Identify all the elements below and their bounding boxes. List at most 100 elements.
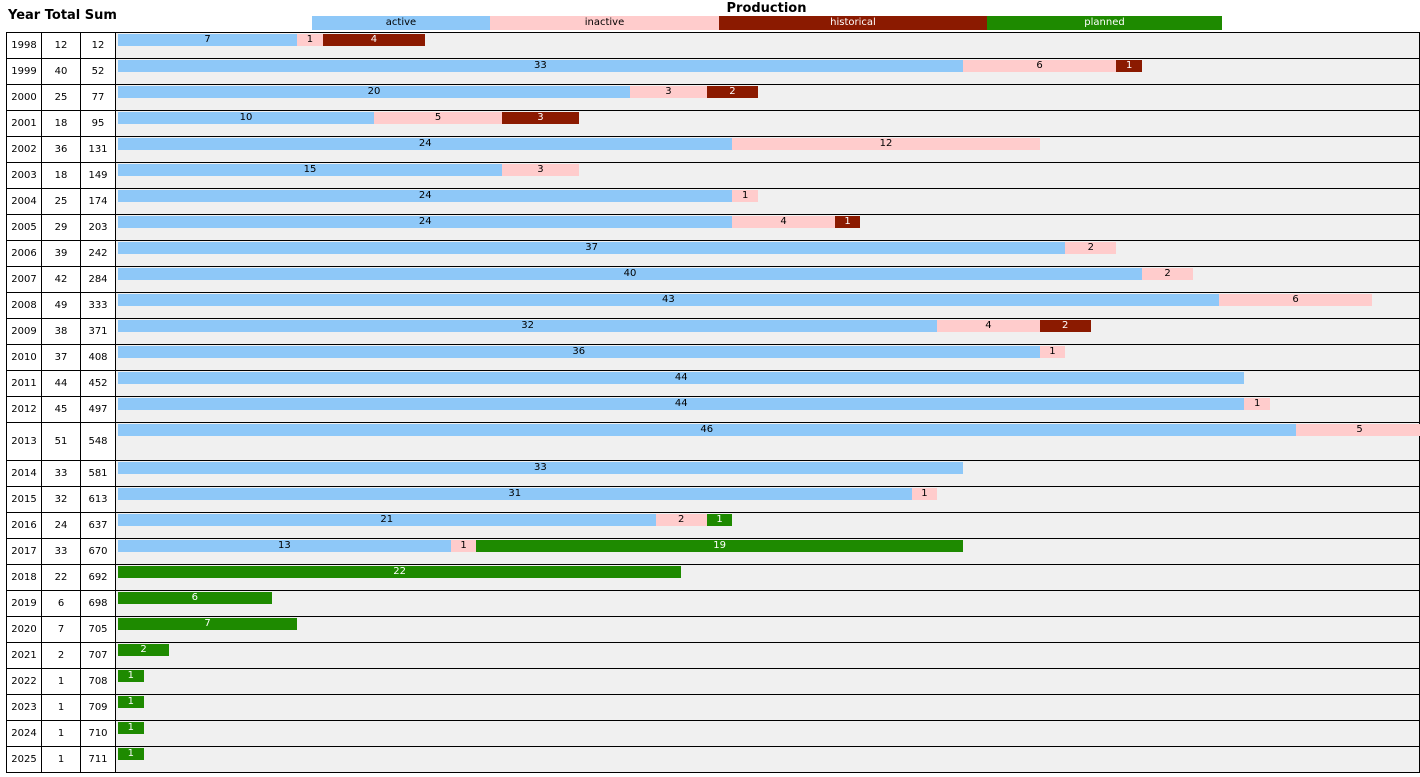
legend-inactive: inactive [490, 16, 719, 30]
sum-cell: 710 [81, 721, 116, 746]
bar-cell: 40 2 [116, 267, 1419, 292]
total-cell: 18 [42, 111, 81, 136]
year-cell: 2004 [7, 189, 42, 214]
year-cell: 2003 [7, 163, 42, 188]
chart-title: Production [726, 1, 807, 16]
sum-cell: 709 [81, 695, 116, 720]
sum-cell: 581 [81, 461, 116, 486]
legend-historical: historical [719, 16, 987, 30]
total-cell: 37 [42, 345, 81, 370]
bar-cell: 1 [116, 721, 1419, 746]
table-row: 2017 33 670 13 1 19 [6, 538, 1420, 564]
year-cell: 1999 [7, 59, 42, 84]
total-cell: 1 [42, 695, 81, 720]
bar-inactive: 2 [1142, 268, 1194, 280]
bar-cell: 1 [116, 669, 1419, 694]
bar-planned: 19 [476, 540, 963, 552]
table-row: 2006 39 242 37 2 [6, 240, 1420, 266]
table-row: 2012 45 497 44 1 [6, 396, 1420, 422]
year-cell: 2025 [7, 747, 42, 772]
year-cell: 2017 [7, 539, 42, 564]
year-cell: 1998 [7, 33, 42, 58]
total-cell: 38 [42, 319, 81, 344]
bar-inactive: 5 [1295, 424, 1420, 436]
bar-cell: 21 2 1 [116, 513, 1419, 538]
bar-active: 43 [118, 294, 1219, 306]
bar-active: 15 [118, 164, 502, 176]
year-cell: 2011 [7, 371, 42, 396]
year-cell: 2016 [7, 513, 42, 538]
bar-planned: 1 [706, 514, 733, 526]
year-cell: 2022 [7, 669, 42, 694]
sum-cell: 12 [81, 33, 116, 58]
bar-inactive: 5 [374, 112, 502, 124]
bar-cell: 1 [116, 695, 1419, 720]
bar-cell: 32 4 2 [116, 319, 1419, 344]
table-row: 2018 22 692 22 [6, 564, 1420, 590]
year-cell: 2002 [7, 137, 42, 162]
bar-planned: 7 [118, 618, 298, 630]
bar-cell: 43 6 [116, 293, 1419, 318]
sum-cell: 692 [81, 565, 116, 590]
sum-cell: 711 [81, 747, 116, 772]
bar-active: 37 [118, 242, 1066, 254]
sum-cell: 613 [81, 487, 116, 512]
legend-active: active [312, 16, 490, 30]
sum-cell: 284 [81, 267, 116, 292]
total-cell: 22 [42, 565, 81, 590]
sum-cell: 77 [81, 85, 116, 110]
bar-active: 32 [118, 320, 938, 332]
bar-inactive: 3 [630, 86, 707, 98]
year-cell: 2005 [7, 215, 42, 240]
table-row: 2011 44 452 44 [6, 370, 1420, 396]
bar-inactive: 4 [937, 320, 1040, 332]
sum-cell: 497 [81, 397, 116, 422]
total-cell: 1 [42, 669, 81, 694]
year-cell: 2014 [7, 461, 42, 486]
year-cell: 2018 [7, 565, 42, 590]
year-cell: 2008 [7, 293, 42, 318]
bar-inactive: 1 [1244, 398, 1270, 410]
total-cell: 18 [42, 163, 81, 188]
bar-cell: 36 1 [116, 345, 1419, 370]
sum-cell: 637 [81, 513, 116, 538]
total-cell: 45 [42, 397, 81, 422]
sum-cell: 131 [81, 137, 116, 162]
table-row: 2020 7 705 7 [6, 616, 1420, 642]
bar-inactive: 3 [502, 164, 579, 176]
bar-active: 44 [118, 398, 1245, 410]
bar-inactive: 2 [655, 514, 707, 526]
bar-active: 44 [118, 372, 1245, 384]
bar-cell: 33 [116, 461, 1419, 486]
sum-cell: 52 [81, 59, 116, 84]
bar-inactive: 1 [450, 540, 477, 552]
bar-cell: 44 1 [116, 397, 1419, 422]
bar-cell: 24 12 [116, 137, 1419, 162]
bar-cell: 22 [116, 565, 1419, 590]
bar-active: 13 [118, 540, 451, 552]
bar-active: 40 [118, 268, 1142, 280]
bar-historical: 4 [322, 34, 426, 46]
bar-active: 20 [118, 86, 630, 98]
table-row: 2002 36 131 24 12 [6, 136, 1420, 162]
bar-active: 36 [118, 346, 1040, 358]
bar-cell: 24 1 [116, 189, 1419, 214]
sum-cell: 548 [81, 423, 116, 460]
table-row: 2001 18 95 10 5 3 [6, 110, 1420, 136]
year-cell: 2020 [7, 617, 42, 642]
table-row: 2024 1 710 1 [6, 720, 1420, 746]
table-row: 2003 18 149 15 3 [6, 162, 1420, 188]
table-row: 2016 24 637 21 2 1 [6, 512, 1420, 538]
bar-cell: 46 5 [116, 423, 1420, 460]
table-row: 2023 1 709 1 [6, 694, 1420, 720]
year-cell: 2010 [7, 345, 42, 370]
year-cell: 2000 [7, 85, 42, 110]
total-cell: 6 [42, 591, 81, 616]
legend: active inactive historical planned [312, 16, 1222, 30]
bar-active: 46 [118, 424, 1296, 436]
total-cell: 2 [42, 643, 81, 668]
total-cell: 29 [42, 215, 81, 240]
year-cell: 2001 [7, 111, 42, 136]
total-cell: 42 [42, 267, 81, 292]
